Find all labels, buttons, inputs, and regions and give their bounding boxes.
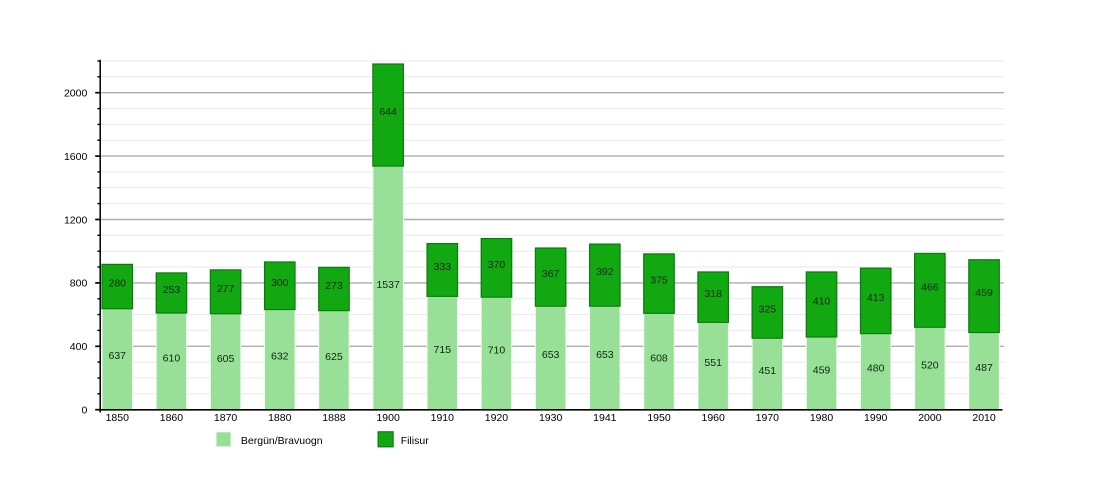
svg-text:1200: 1200 [64,214,88,226]
svg-text:Bergün/Bravuogn: Bergün/Bravuogn [241,435,323,447]
svg-text:1960: 1960 [701,412,725,424]
svg-text:2000: 2000 [64,88,88,100]
svg-text:653: 653 [542,349,560,361]
svg-text:715: 715 [434,344,452,356]
svg-text:451: 451 [759,365,777,377]
svg-text:1860: 1860 [160,412,184,424]
svg-text:610: 610 [163,352,181,364]
svg-text:253: 253 [163,284,181,296]
svg-text:1950: 1950 [647,412,671,424]
svg-text:325: 325 [759,303,777,315]
svg-text:273: 273 [325,280,343,292]
svg-text:800: 800 [70,278,88,290]
svg-text:300: 300 [271,277,289,289]
svg-text:480: 480 [867,363,885,375]
svg-text:375: 375 [650,275,668,287]
svg-text:710: 710 [488,344,506,356]
svg-text:459: 459 [813,364,831,376]
svg-text:653: 653 [596,349,614,361]
svg-text:1970: 1970 [756,412,780,424]
svg-text:520: 520 [921,359,939,371]
svg-text:370: 370 [488,259,506,271]
svg-text:0: 0 [81,405,87,417]
svg-text:1600: 1600 [64,151,88,163]
svg-text:2000: 2000 [918,412,942,424]
svg-text:637: 637 [108,350,126,362]
svg-text:1910: 1910 [431,412,455,424]
svg-text:277: 277 [217,283,235,295]
svg-text:392: 392 [596,266,614,278]
svg-text:632: 632 [271,351,289,363]
svg-text:413: 413 [867,292,885,304]
svg-text:459: 459 [975,287,993,299]
svg-text:466: 466 [921,281,939,293]
svg-text:400: 400 [70,341,88,353]
svg-text:644: 644 [379,106,397,118]
svg-text:1850: 1850 [106,412,130,424]
svg-text:605: 605 [217,353,235,365]
svg-text:1900: 1900 [376,412,400,424]
svg-text:1941: 1941 [593,412,617,424]
svg-text:1980: 1980 [810,412,834,424]
svg-text:1990: 1990 [864,412,888,424]
svg-text:1870: 1870 [214,412,238,424]
svg-text:410: 410 [813,295,831,307]
svg-text:487: 487 [975,362,993,374]
svg-text:280: 280 [108,278,126,290]
svg-text:1888: 1888 [322,412,346,424]
svg-text:1537: 1537 [376,279,400,291]
svg-text:Filisur: Filisur [401,435,430,447]
svg-text:1920: 1920 [485,412,509,424]
svg-text:333: 333 [434,261,452,273]
svg-text:551: 551 [704,357,722,369]
svg-text:367: 367 [542,268,560,280]
svg-text:608: 608 [650,353,668,365]
svg-text:625: 625 [325,351,343,363]
svg-text:318: 318 [704,288,722,300]
svg-text:1930: 1930 [539,412,563,424]
svg-text:2010: 2010 [972,412,996,424]
svg-text:1880: 1880 [268,412,292,424]
